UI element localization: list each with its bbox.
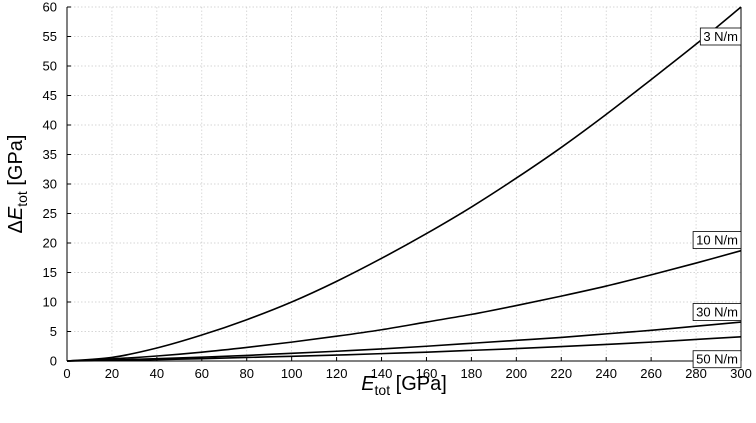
y-tick-label: 0 — [50, 354, 57, 369]
series-label-text: 50 N/m — [696, 352, 738, 367]
series-label-3: 30 N/m — [692, 303, 742, 321]
series-label-text: 10 N/m — [696, 233, 738, 248]
series-line-3 — [66, 321, 742, 362]
x-tick-label: 240 — [595, 366, 617, 381]
y-tick-label: 10 — [43, 295, 57, 310]
x-tick-label: 80 — [239, 366, 253, 381]
y-tick-label: 25 — [43, 206, 57, 221]
x-tick-label: 160 — [416, 366, 438, 381]
series-line-2 — [66, 249, 742, 362]
x-tick-label: 180 — [461, 366, 483, 381]
series-label-1: 3 N/m — [699, 27, 742, 46]
series-label-box — [692, 231, 742, 249]
x-tick-label: 140 — [371, 366, 393, 381]
y-tick-label: 60 — [43, 0, 57, 15]
series-line-1 — [66, 6, 742, 362]
series-label-box — [692, 303, 742, 321]
x-tick-label: 200 — [505, 366, 527, 381]
series-label-box — [692, 350, 742, 369]
y-tick-label: 15 — [43, 265, 57, 280]
x-tick-label: 120 — [326, 366, 348, 381]
series — [66, 6, 742, 362]
series-label-text: 30 N/m — [696, 305, 738, 320]
series-label-2: 10 N/m — [692, 231, 742, 249]
series-labels: 3 N/m 10 N/m 30 N/m 50 N/m — [692, 27, 742, 369]
series-label-text: 3 N/m — [703, 29, 738, 44]
x-tick-label: 260 — [640, 366, 662, 381]
series-label-4: 50 N/m — [692, 350, 742, 369]
x-tick-label: 60 — [195, 366, 209, 381]
x-tick-label: 0 — [63, 366, 70, 381]
y-tick-label: 5 — [50, 324, 57, 339]
series-label-box — [699, 27, 742, 46]
x-axis-title: Etot [GPa] — [361, 373, 447, 398]
y-axis-title: ΔEtot [GPa] — [5, 135, 30, 234]
y-tick-label: 20 — [43, 236, 57, 251]
y-tick-label: 50 — [43, 59, 57, 74]
x-tick-label: 220 — [550, 366, 572, 381]
grid — [67, 6, 741, 361]
x-tick-label: 280 — [685, 366, 707, 381]
x-tick-label: 40 — [150, 366, 164, 381]
series-line-4 — [66, 336, 742, 362]
y-tick-label: 55 — [43, 29, 57, 44]
x-tick-label: 20 — [105, 366, 119, 381]
y-tick-label: 35 — [43, 147, 57, 162]
y-ticks: 0 5 10 15 20 25 30 35 40 45 50 55 60 — [43, 0, 71, 369]
x-tick-label: 300 — [730, 366, 752, 381]
y-tick-label: 45 — [43, 88, 57, 103]
y-tick-label: 30 — [43, 177, 57, 192]
x-tick-label: 100 — [281, 366, 303, 381]
y-tick-label: 40 — [43, 118, 57, 133]
